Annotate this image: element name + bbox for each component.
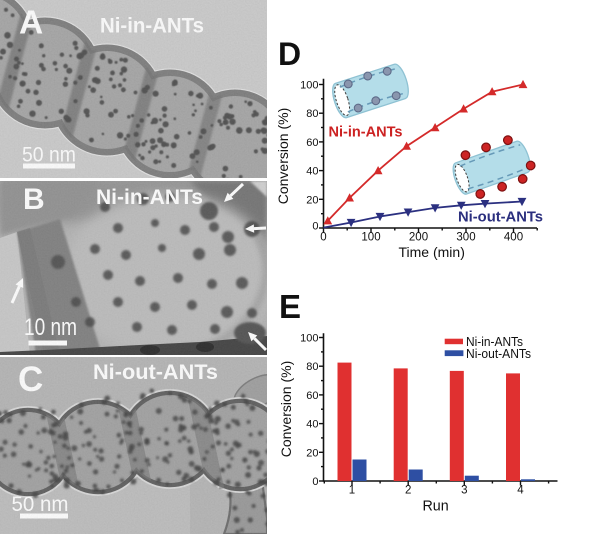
svg-text:80: 80: [306, 108, 318, 120]
svg-text:2: 2: [405, 485, 411, 497]
svg-text:20: 20: [306, 447, 318, 459]
svg-text:Ni-out-ANTs: Ni-out-ANTs: [458, 210, 543, 226]
svg-text:40: 40: [306, 166, 318, 178]
svg-text:80: 80: [306, 361, 318, 373]
svg-text:3: 3: [461, 485, 467, 497]
svg-text:200: 200: [409, 232, 428, 244]
svg-text:Conversion (%): Conversion (%): [275, 108, 291, 204]
svg-text:Ni-out-ANTs: Ni-out-ANTs: [466, 346, 531, 361]
svg-text:Run: Run: [422, 499, 448, 515]
svg-text:Ni-in-ANTs: Ni-in-ANTs: [329, 125, 403, 141]
svg-text:60: 60: [306, 137, 318, 149]
svg-text:E: E: [279, 288, 301, 325]
svg-text:0: 0: [312, 476, 318, 488]
svg-text:D: D: [278, 36, 301, 72]
svg-text:4: 4: [517, 485, 524, 497]
svg-text:300: 300: [456, 232, 475, 244]
svg-text:60: 60: [306, 390, 318, 402]
svg-text:100: 100: [300, 80, 318, 92]
svg-text:100: 100: [300, 333, 318, 345]
svg-text:Time (min): Time (min): [399, 244, 465, 260]
svg-text:0: 0: [312, 221, 318, 233]
svg-text:400: 400: [504, 232, 523, 244]
svg-text:40: 40: [306, 419, 318, 431]
svg-text:1: 1: [349, 485, 355, 497]
svg-text:Ni-in-ANTs: Ni-in-ANTs: [466, 334, 523, 349]
svg-text:Conversion (%): Conversion (%): [278, 361, 294, 457]
svg-text:100: 100: [361, 232, 380, 244]
svg-text:20: 20: [306, 194, 318, 206]
svg-text:0: 0: [320, 232, 326, 244]
